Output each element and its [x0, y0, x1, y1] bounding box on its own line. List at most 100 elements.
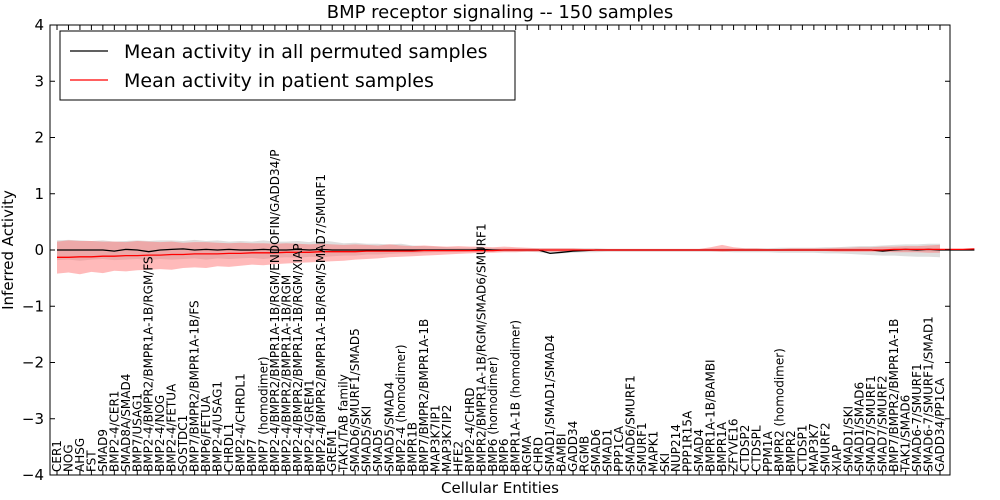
x-tick-label: BMP6/FETUA [199, 395, 213, 472]
x-tick-label: BMP2-4/BMPR2/BMPR1A-1B/RGM/SMAD7/SMURF1 [314, 174, 328, 472]
x-tick-label: SOSTDC1 [176, 415, 190, 472]
x-tick-label: BMP7/BMPR2/BMPR1A-1B [417, 319, 431, 472]
x-tick-label: BMP7/USAG1 [130, 393, 144, 472]
series-lines [57, 248, 975, 258]
x-tick-label: RGMA [520, 435, 534, 472]
x-tick-label: BMPR2/BMPR1A-1B/RGM/SMAD6/SMURF1 [474, 223, 488, 472]
chart-title: BMP receptor signaling -- 150 samples [327, 2, 674, 23]
x-tick-label: SMURF2 [818, 422, 832, 472]
x-tick-label: BMP2-4/BMPR2/BMPR1A-1B/RGM/FS [142, 256, 156, 472]
x-tick-label: SMAD6-7/SMURF1/SMAD1 [922, 316, 936, 472]
y-tick-label: 4 [34, 16, 44, 34]
y-tick-label: −4 [22, 466, 44, 484]
plot-frame [49, 24, 951, 476]
y-tick-label: −3 [22, 410, 44, 428]
x-tick-label: PPP1CA [612, 425, 626, 472]
x-tick-label: SMAD8A/SMAD4 [119, 374, 133, 472]
x-tick-label: MAPK1 [646, 431, 660, 472]
x-tick-label: TAK1/TAB family [337, 374, 351, 473]
x-tick-label: SMAD1/SMAD6 [853, 382, 867, 472]
x-tick-label: BMP6 [497, 438, 511, 471]
y-tick-label: −2 [22, 354, 44, 372]
x-tick-label: RGMB [578, 436, 592, 472]
x-tick-label: GADD34 [566, 421, 580, 472]
x-tick-label: SMAD6-7/SMURF1 [910, 363, 924, 472]
x-tick-label: PPP1R15A [681, 410, 695, 472]
x-tick-label: MAP3K7IP2 [440, 405, 454, 472]
x-tick-label: BMP7 (homodimer) [256, 356, 270, 472]
x-tick-label: TAK1/SMAD6 [899, 395, 913, 473]
x-tick-label: SKI [658, 453, 672, 472]
legend-label-permuted: Mean activity in all permuted samples [124, 41, 487, 63]
x-tick-label: GADD34/PP1CA [933, 377, 947, 472]
x-tick-label: BMP2-4/CHRDL1 [234, 373, 248, 472]
x-tick-label: BAMBI [555, 433, 569, 472]
x-tick-label: SMAD1/SMAD1/SMAD4 [543, 335, 557, 472]
x-tick-label: BMP2-4/FETUA [165, 383, 179, 472]
x-tick-label: BMP2-4/USAG1 [211, 381, 225, 472]
x-tick-label: SMAD6/SMURF1/SMAD5 [348, 328, 362, 472]
x-tick-label: SMAD5 [371, 429, 385, 472]
x-tick-label: ZFYVE16 [727, 418, 741, 472]
x-tick-label: BMP2-4/BMPR2/BMPR1A-1B/RGM/ENDOFIN/GADD3… [268, 149, 282, 472]
x-tick-label: SMAD1/SKI [841, 406, 855, 472]
x-tick-label: SMAD1 [600, 429, 614, 472]
x-tick-label: GREM1 [325, 429, 339, 472]
x-tick-label: BMP2-4/CER1 [107, 391, 121, 472]
x-tick-label: SMAD6/SMURF1 [623, 375, 637, 472]
x-tick-label: CHRD [532, 437, 546, 472]
x-tick-label: NUP214 [669, 424, 683, 472]
x-tick-label: BMP2-4/CHRD [463, 388, 477, 472]
x-tick-label: BMPR1A [715, 421, 729, 472]
x-tick-label: BMPR1A-1B/BAMBI [704, 359, 718, 472]
x-tick-label: BMP2-4/BMPR2/BMPR1A-1B/RGM [279, 275, 293, 472]
y-tick-label: 3 [34, 72, 44, 90]
x-tick-label: BMP7/BMPR2/BMPR1A-1B [887, 319, 901, 472]
x-tick-label: BMP2-4 (homodimer) [394, 344, 408, 472]
x-tick-label: HFE2 [451, 441, 465, 472]
x-tick-label: CER1 [50, 440, 64, 472]
x-tick-label: BMP6 (homodimer) [486, 356, 500, 472]
x-tick-label: CTDSP1 [795, 425, 809, 472]
x-tick-label: BMP7/BMPR2/BMPR1A-1B/FS [188, 300, 202, 472]
x-tick-label: CTDSPL [750, 425, 764, 472]
y-tick-label: −1 [22, 297, 44, 315]
x-tick-label: SMAD6 [589, 429, 603, 472]
legend: Mean activity in all permuted samples Me… [59, 30, 516, 101]
x-tick-label: PPM1A [761, 431, 775, 472]
x-tick-labels: CER1NOGAHSGFSTSMAD9BMP2-4/CER1SMAD8A/SMA… [50, 149, 947, 473]
x-tick-label: NOG [62, 444, 76, 472]
x-tick-label: SMAD5/SKI [360, 406, 374, 472]
x-ticks [56, 25, 941, 475]
x-tick-label: SMAD7/SMURF1 [864, 375, 878, 472]
series-line-patient [57, 248, 975, 258]
x-tick-label: MAP3K7 [807, 423, 821, 472]
x-tick-label: BMP2-4/BMPR2/BMPR1A-1B/RGM/XIAP [291, 243, 305, 472]
x-tick-label: CHRDL1 [222, 423, 236, 472]
x-tick-label: BMPR2 [784, 430, 798, 472]
x-tick-label: BMP2-4/NOG [153, 395, 167, 472]
x-tick-label: BMP2-4/GREM1 [302, 379, 316, 472]
x-tick-label: CTDSP2 [738, 425, 752, 472]
x-tick-label: SMAD4 [692, 429, 706, 472]
y-tick-label: 1 [34, 185, 44, 203]
x-tick-label: MAP3K7IP1 [428, 405, 442, 472]
x-tick-label: SMAD9 [96, 429, 110, 472]
y-tick-label: 0 [34, 241, 44, 259]
x-tick-label: SMURF1 [635, 422, 649, 472]
x-tick-label: FST [84, 450, 98, 472]
x-tick-label: BMPR1B [406, 422, 420, 472]
x-tick-label: AHSG [73, 438, 87, 472]
y-ticks: 4 3 2 1 0 −1 −2 −3 −4 [22, 16, 950, 484]
x-tick-label: XIAP [830, 445, 844, 472]
x-tick-label: BMPR1A-1B (homodimer) [509, 320, 523, 472]
x-tick-label: SMAD5/SMAD4 [383, 382, 397, 472]
legend-label-patient: Mean activity in patient samples [124, 70, 434, 92]
x-tick-label: SMAD7/SMURF2 [876, 375, 890, 472]
y-tick-label: 2 [34, 129, 44, 147]
legend-box [59, 30, 516, 101]
x-tick-label: BMPR2 (homodimer) [773, 348, 787, 472]
band-patient [57, 240, 940, 275]
x-axis-label: Cellular Entities [441, 479, 559, 497]
